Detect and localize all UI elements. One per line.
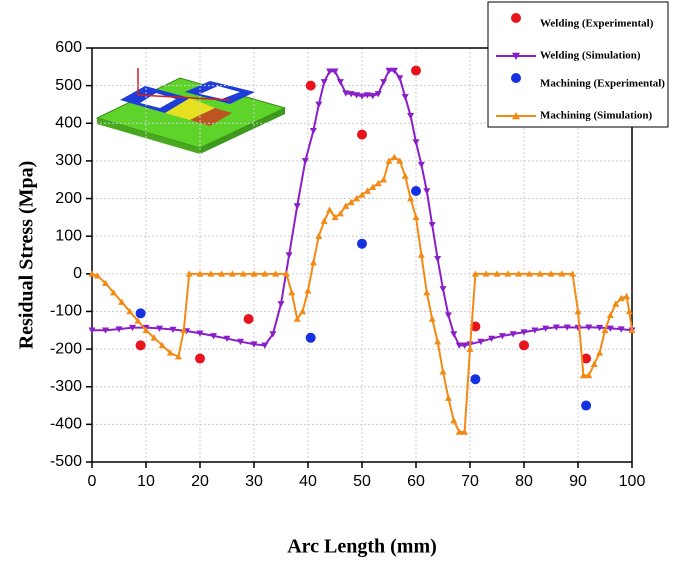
marker — [429, 315, 436, 321]
point — [470, 374, 480, 384]
marker — [434, 256, 441, 262]
x-tick-label: 90 — [569, 473, 587, 490]
x-tick-label: 30 — [245, 473, 263, 490]
marker — [423, 188, 430, 194]
marker — [440, 286, 447, 292]
marker — [450, 331, 457, 337]
point — [195, 354, 205, 364]
marker — [418, 162, 425, 168]
marker — [418, 252, 425, 258]
marker — [294, 203, 301, 209]
marker — [288, 289, 295, 295]
x-axis-title: Arc Length (mm) — [287, 536, 437, 558]
marker — [278, 301, 285, 307]
marker — [321, 218, 328, 224]
legend: Welding (Experimental) Welding (Simulatio… — [488, 2, 668, 127]
x-tick-label: 70 — [461, 473, 479, 490]
legend-label: Machining (Simulation) — [540, 110, 652, 122]
y-tick-label: -300 — [50, 378, 82, 395]
marker — [380, 79, 387, 85]
point — [306, 333, 316, 343]
marker — [607, 312, 614, 318]
point — [136, 308, 146, 318]
legend-label: Welding (Experimental) — [540, 18, 654, 30]
point — [511, 73, 521, 83]
marker — [440, 368, 447, 374]
x-tick-label: 100 — [619, 473, 646, 490]
marker — [321, 79, 328, 85]
marker — [623, 293, 630, 299]
y-tick-label: 600 — [55, 39, 82, 56]
marker — [310, 128, 317, 134]
marker — [326, 206, 333, 212]
x-tick-label: 50 — [353, 473, 371, 490]
chart: Arc Length (mm) Residual Stress (Mpa) -5… — [0, 0, 676, 561]
y-tick-label: -100 — [50, 303, 82, 320]
inset-image — [97, 68, 285, 154]
legend-label: Welding (Simulation) — [540, 50, 641, 62]
x-tick-label: 60 — [407, 473, 425, 490]
marker — [413, 139, 420, 145]
marker — [591, 361, 598, 367]
marker — [315, 102, 322, 108]
marker — [305, 287, 312, 293]
marker — [380, 176, 387, 182]
y-tick-label: 400 — [55, 114, 82, 131]
point — [519, 340, 529, 350]
marker — [596, 349, 603, 355]
y-tick-label: 500 — [55, 77, 82, 94]
point — [306, 81, 316, 91]
x-tick-label: 0 — [88, 473, 97, 490]
point — [244, 314, 254, 324]
marker — [402, 172, 409, 178]
y-axis-title: Residual Stress (Mpa) — [16, 161, 38, 350]
marker — [310, 259, 317, 265]
marker — [413, 214, 420, 220]
point — [581, 401, 591, 411]
y-tick-label: -200 — [50, 340, 82, 357]
marker — [337, 79, 344, 85]
legend-label: Machining (Experimental) — [540, 78, 665, 90]
y-tick-label: 100 — [55, 227, 82, 244]
marker — [391, 154, 398, 160]
x-tick-label: 20 — [191, 473, 209, 490]
marker — [429, 222, 436, 228]
marker — [423, 289, 430, 295]
point — [411, 186, 421, 196]
x-tick-label: 10 — [137, 473, 155, 490]
point — [411, 66, 421, 76]
marker — [396, 75, 403, 81]
marker — [445, 312, 452, 318]
y-tick-label: 200 — [55, 190, 82, 207]
x-tick-label: 80 — [515, 473, 533, 490]
marker — [445, 395, 452, 401]
marker — [407, 113, 414, 119]
y-tick-label: -500 — [50, 453, 82, 470]
x-tick-label: 40 — [299, 473, 317, 490]
point — [357, 239, 367, 249]
point — [357, 130, 367, 140]
point — [136, 340, 146, 350]
y-tick-label: 0 — [73, 265, 82, 282]
point — [511, 13, 521, 23]
marker — [402, 94, 409, 100]
y-tick-label: 300 — [55, 152, 82, 169]
y-tick-label: -400 — [50, 416, 82, 433]
marker — [286, 252, 293, 258]
marker — [450, 417, 457, 423]
marker — [434, 338, 441, 344]
